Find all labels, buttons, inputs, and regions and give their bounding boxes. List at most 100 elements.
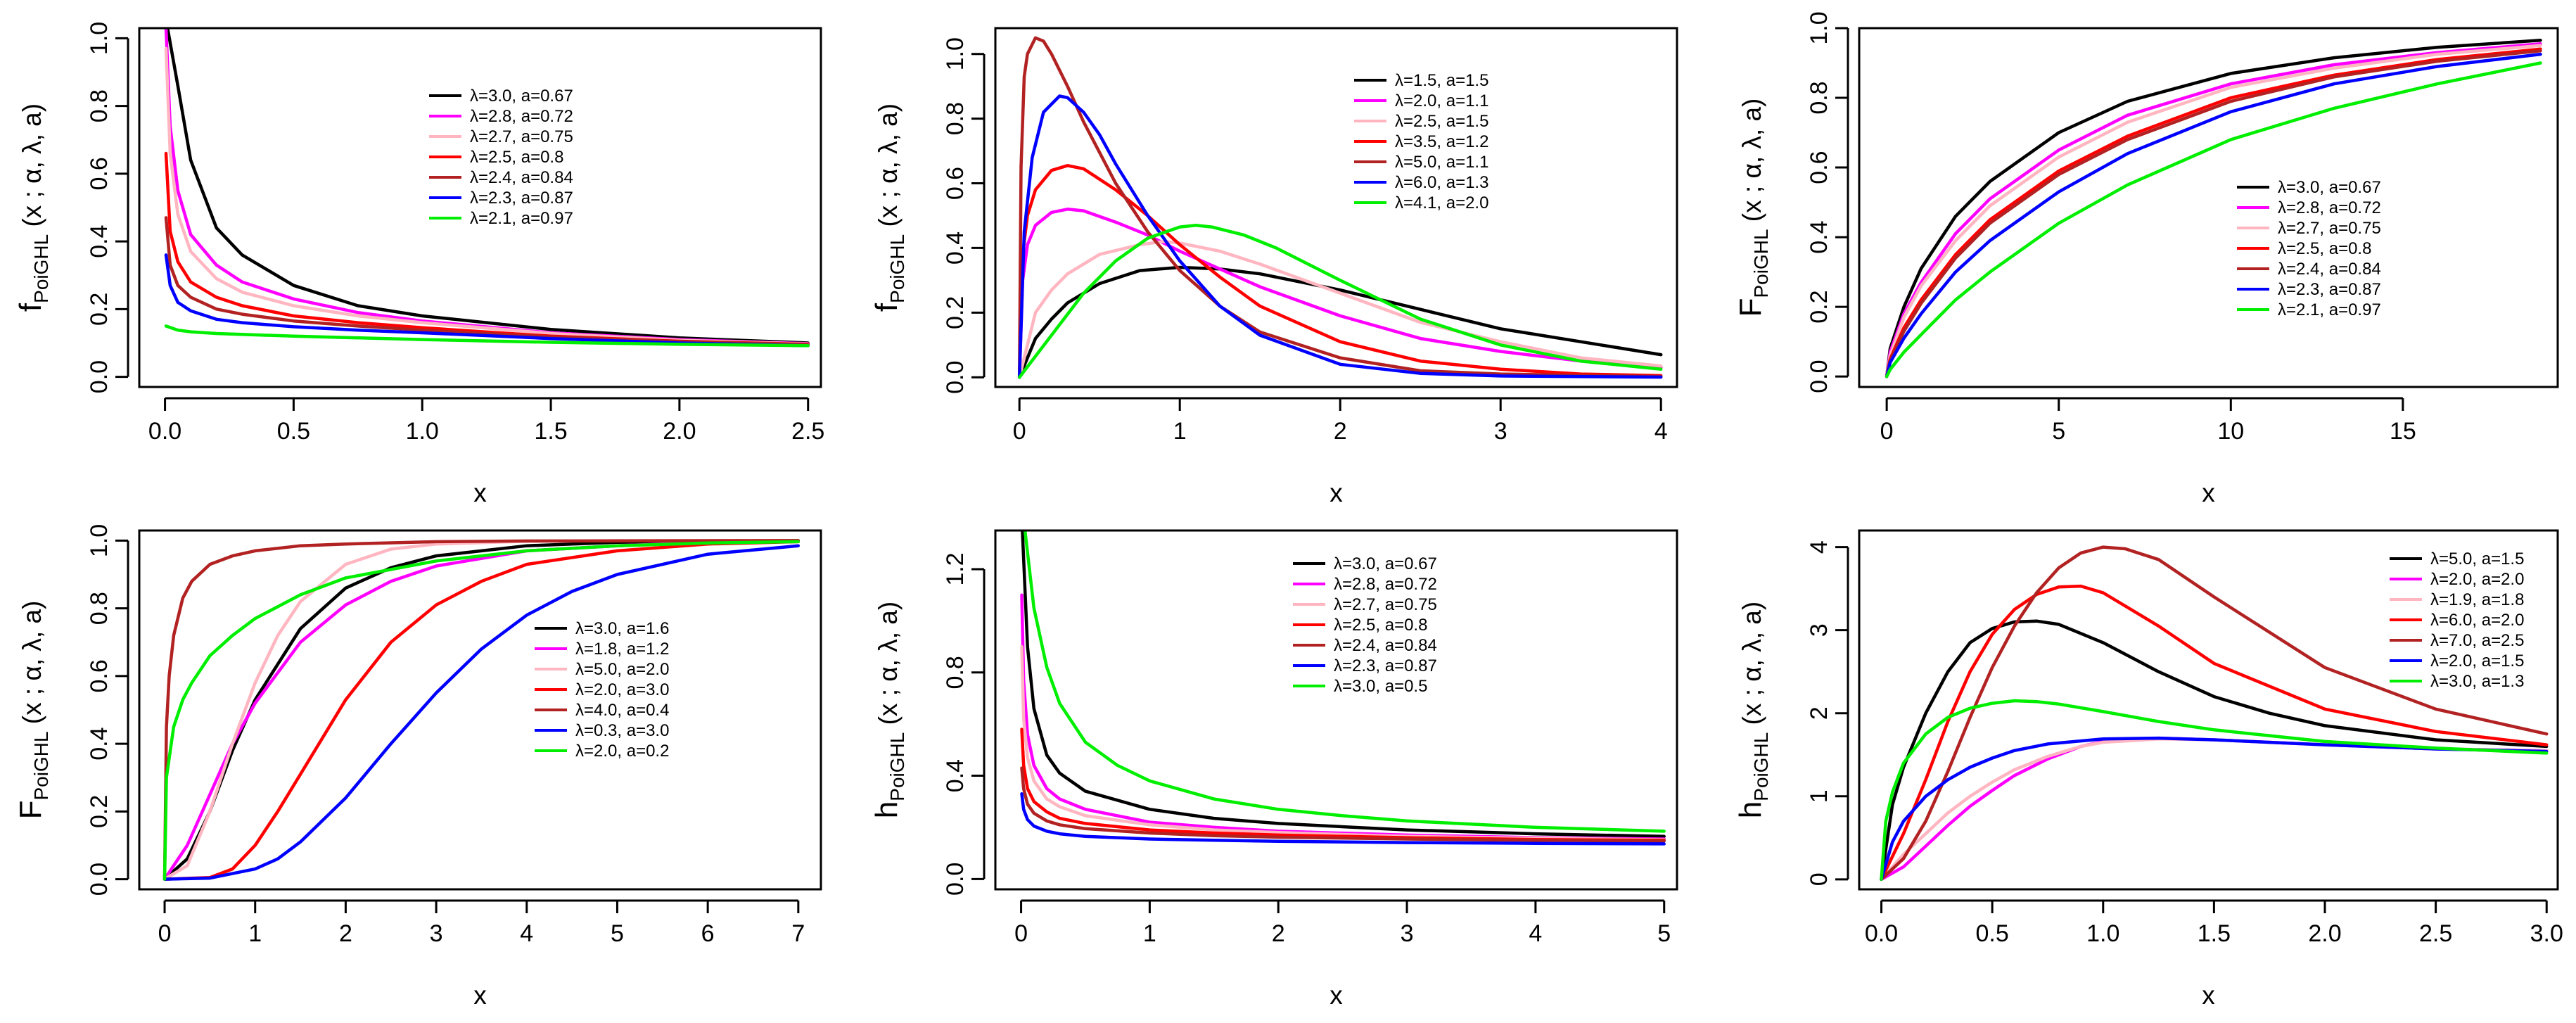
x-tick-label: 2.5 (2419, 920, 2452, 947)
legend: λ=3.0, a=0.67λ=2.8, a=0.72λ=2.7, a=0.75λ… (1293, 554, 1437, 696)
series-line-5 (1885, 49, 2542, 379)
legend-label: λ=2.4, a=0.84 (1334, 636, 1437, 655)
x-tick-label: 5 (1657, 920, 1671, 947)
y-tick-label: 0.4 (86, 727, 113, 760)
series-line-1 (1021, 530, 1666, 839)
legend: λ=5.0, a=1.5 λ=2.0, a=2.0λ=1.9, a=1.8 λ=6.… (2390, 549, 2524, 691)
series-line-7 (1885, 61, 2542, 379)
x-tick-label: 10 (2217, 418, 2244, 445)
x-axis-title: x (2202, 478, 2215, 507)
y-axis-title: hPoiGHL (x ; α, λ, a) (869, 602, 908, 818)
series-line-1 (1017, 265, 1663, 379)
y-tick-label: 0.8 (942, 102, 969, 135)
y-tick-label: 0.4 (1806, 220, 1832, 253)
y-tick-label: 1.0 (86, 22, 113, 55)
legend-label: λ=3.0, a=0.67 (2278, 178, 2381, 197)
legend-label: λ=3.0, a=0.5 (1334, 677, 1427, 696)
series-group (162, 539, 801, 881)
chart-panel-cdf1: 0 5 10 15 0.0 0.2 0.4 0.6 0.8 1.0 x FPoiGHL (x ; α,… (1733, 11, 2559, 507)
x-tick-label: 15 (2390, 418, 2416, 445)
series-group (164, 28, 810, 348)
legend-label: λ=2.8, a=0.72 (1334, 575, 1437, 594)
series-line-3 (1885, 44, 2542, 379)
series-line-1 (165, 28, 810, 345)
series-group (1885, 39, 2542, 379)
legend-label: λ=2.5, a=1.5 (1395, 112, 1488, 131)
y-tick-label: 1.2 (942, 552, 969, 585)
y-tick-label: 0.4 (86, 224, 113, 258)
legend-label: λ=2.0, a=1.1 (1395, 91, 1488, 110)
y-tick-label: 0.2 (86, 293, 113, 326)
y-tick-label: 4 (1806, 540, 1832, 554)
legend-label: λ=2.3, a=0.87 (470, 189, 573, 208)
y-axis-title: fPoiGHL (x ; α, λ, a) (869, 103, 908, 312)
series-line-7 (162, 540, 801, 881)
legend-label: λ=2.0, a=1.5 (2430, 652, 2524, 671)
legend-label: λ=2.5, a=0.8 (2278, 239, 2371, 258)
legend-label: λ=6.0, a=2.0 (2430, 611, 2524, 630)
series-line-1 (1885, 39, 2542, 379)
series-group (1017, 36, 1663, 379)
y-tick-label: 0.8 (942, 656, 969, 689)
legend-label: λ=3.0, a=0.67 (470, 87, 573, 106)
x-tick-label: 0 (1013, 418, 1026, 445)
x-tick-label: 3 (430, 920, 443, 947)
y-axis-title: fPoiGHL (x ; α, λ, a) (13, 103, 52, 312)
y-tick-label: 0.6 (86, 659, 113, 692)
legend-label: λ=2.0, a=2.0 (2430, 570, 2524, 589)
x-tick-label: 1.0 (2086, 920, 2119, 947)
y-tick-label: 0.0 (86, 863, 113, 896)
plot-frame (138, 27, 822, 388)
series-line-3 (164, 46, 810, 346)
x-tick-label: 1 (1173, 418, 1187, 445)
series-line-1 (1880, 619, 2549, 882)
y-tick-label: 1 (1806, 789, 1832, 803)
x-axis-title: x (473, 478, 487, 507)
y-tick-label: 0.0 (1806, 360, 1832, 393)
y-tick-label: 0.6 (942, 167, 969, 200)
series-line-7 (1880, 699, 2549, 882)
y-tick-label: 0.6 (86, 157, 113, 190)
legend-label: λ=2.4, a=0.84 (470, 168, 573, 187)
series-line-5 (1017, 36, 1663, 379)
legend: λ=3.0, a=0.67λ=2.8, a=0.72λ=2.7, a=0.75λ… (429, 87, 573, 228)
y-tick-label: 0.0 (86, 360, 113, 393)
y-tick-label: 0.0 (942, 361, 969, 394)
legend-label: λ=5.0, a=1.1 (1395, 153, 1488, 172)
x-tick-label: 1 (1143, 920, 1156, 947)
series-line-7 (1017, 224, 1663, 379)
x-tick-label: 0 (1880, 418, 1894, 445)
series-line-5 (1880, 545, 2549, 882)
chart-panel-pdf2: 0 1 2 3 4 0.0 0.2 0.4 0.6 0.8 1.0 x fPoiGHL (x ; α, … (869, 27, 1678, 507)
x-tick-label: 0.5 (277, 418, 310, 445)
x-tick-label: 0.5 (1976, 920, 2009, 947)
y-axis-title: FPoiGHL (x ; α, λ, a) (1733, 99, 1772, 317)
y-axis-title: FPoiGHL (x ; α, λ, a) (13, 601, 52, 820)
series-line-5 (1020, 766, 1666, 843)
x-tick-label: 4 (1654, 418, 1668, 445)
series-line-7 (1023, 530, 1666, 833)
x-tick-label: 0.0 (1865, 920, 1898, 947)
chart-panel-pdf1: 0.0 0.5 1.0 1.5 2.0 2.5 0.0 0.2 0.4 0.6 0.8 1.0 x fPo… (13, 22, 824, 507)
x-tick-label: 2.0 (2308, 920, 2341, 947)
legend-label: λ=2.3, a=0.87 (1334, 656, 1437, 675)
series-group (1020, 530, 1666, 846)
plot-frame (1858, 27, 2559, 388)
chart-panel-haz1: 0 1 2 3 4 5 0.0 0.4 0.8 1.2 x hPoiGHL (x ; α, λ, a)… (869, 529, 1678, 1010)
y-tick-label: 0.4 (942, 231, 969, 265)
legend-label: λ=2.1, a=0.97 (470, 209, 573, 228)
legend-label: λ=1.5, a=1.5 (1395, 71, 1488, 90)
x-tick-label: 6 (701, 920, 715, 947)
y-tick-label: 0.4 (942, 759, 969, 792)
series-line-6 (1020, 792, 1666, 846)
y-tick-label: 2 (1806, 706, 1832, 720)
y-tick-label: 1.0 (1806, 11, 1832, 44)
x-tick-label: 3.0 (2530, 920, 2563, 947)
legend: λ=1.5, a=1.5λ=2.0, a=1.1 λ=2.5, a=1.5λ=3.… (1354, 71, 1488, 212)
series-line-6 (162, 544, 801, 881)
x-tick-label: 2.0 (663, 418, 696, 445)
legend-label: λ=2.8, a=0.72 (470, 107, 573, 126)
y-tick-label: 0.2 (942, 296, 969, 329)
y-axis-title: hPoiGHL (x ; α, λ, a) (1733, 602, 1772, 818)
